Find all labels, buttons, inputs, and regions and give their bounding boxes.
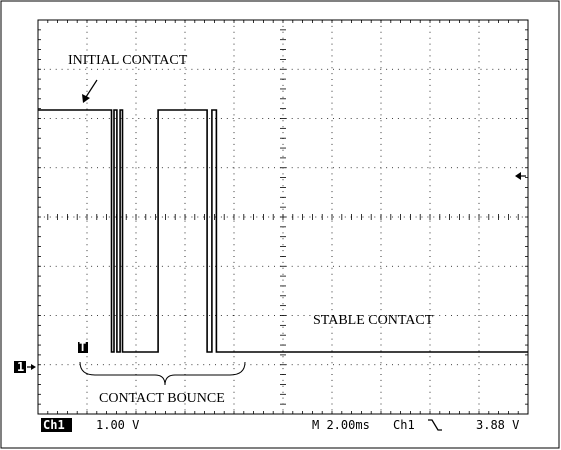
stable-contact-label: STABLE CONTACT (313, 313, 434, 328)
trigger-level-marker-icon (515, 172, 521, 180)
graticule-grid (37, 19, 529, 415)
falling-edge-icon (428, 419, 442, 431)
contact-bounce-label: CONTACT BOUNCE (99, 391, 225, 406)
trace-line (38, 109, 528, 353)
channel-ground-marker: 1 (14, 360, 36, 374)
channel-ground-label: 1 (17, 360, 24, 374)
channel-badge-label: Ch1 (43, 418, 65, 432)
trigger-source: Ch1 (393, 418, 415, 432)
timebase: M 2.00ms (312, 418, 370, 432)
contact-bounce-brace (79, 361, 246, 386)
trigger-point-marker: T (78, 340, 88, 354)
volts-per-div: 1.00 V (96, 418, 139, 432)
trigger-point-label: T (79, 340, 86, 354)
channel-badge (41, 418, 72, 432)
initial-contact-arrow-icon (82, 79, 98, 103)
waveform-trace (38, 109, 528, 353)
initial-contact-label: INITIAL CONTACT (68, 53, 188, 68)
trigger-level: 3.88 V (476, 418, 519, 432)
